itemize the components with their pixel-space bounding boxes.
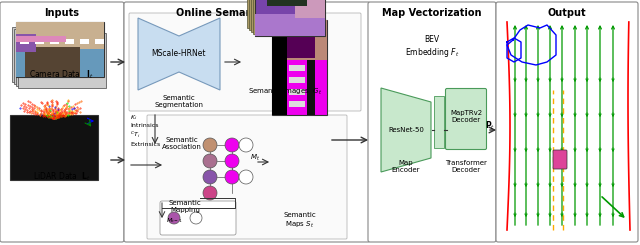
- Bar: [25, 47, 80, 77]
- Bar: [80, 39, 89, 44]
- FancyBboxPatch shape: [129, 13, 361, 111]
- Bar: [35, 39, 44, 44]
- FancyBboxPatch shape: [16, 22, 104, 77]
- Bar: [287, 30, 315, 58]
- Bar: [307, 58, 315, 115]
- Circle shape: [225, 138, 239, 152]
- Bar: [16, 34, 36, 52]
- Text: ResNet-50: ResNet-50: [388, 127, 424, 133]
- FancyBboxPatch shape: [16, 31, 104, 86]
- Text: Camera Data   $\mathbf{I}_t$: Camera Data $\mathbf{I}_t$: [29, 69, 95, 81]
- Text: MapTRv2
Decoder: MapTRv2 Decoder: [450, 110, 482, 123]
- Circle shape: [168, 212, 180, 224]
- Circle shape: [239, 138, 253, 152]
- Bar: [10, 115, 98, 180]
- Bar: [95, 39, 104, 44]
- Text: $M_{t-1}$: $M_{t-1}$: [166, 216, 182, 225]
- FancyBboxPatch shape: [368, 2, 496, 242]
- Text: Semantic
Maps $S_t$: Semantic Maps $S_t$: [283, 212, 316, 230]
- Bar: [16, 49, 104, 77]
- Bar: [287, 20, 327, 60]
- Circle shape: [203, 186, 217, 200]
- Polygon shape: [381, 88, 431, 172]
- Bar: [267, 0, 307, 6]
- Bar: [434, 96, 444, 148]
- FancyBboxPatch shape: [496, 2, 638, 242]
- FancyBboxPatch shape: [255, 0, 325, 36]
- FancyBboxPatch shape: [160, 201, 236, 235]
- Circle shape: [239, 170, 253, 184]
- Text: Online Semantic Mapping: Online Semantic Mapping: [176, 8, 318, 18]
- Text: Map Vectorization: Map Vectorization: [382, 8, 482, 18]
- Circle shape: [190, 212, 202, 224]
- Text: Semantic
Segmentation: Semantic Segmentation: [154, 95, 204, 108]
- FancyBboxPatch shape: [553, 150, 567, 169]
- FancyBboxPatch shape: [124, 2, 370, 242]
- Text: $K_i$
Intrinsics
$^CT_i$
Extrinsics: $K_i$ Intrinsics $^CT_i$ Extrinsics: [130, 113, 160, 147]
- Bar: [295, 0, 325, 18]
- Text: Map
Encoder: Map Encoder: [392, 160, 420, 173]
- FancyBboxPatch shape: [253, 0, 323, 34]
- FancyBboxPatch shape: [12, 27, 100, 82]
- Bar: [16, 22, 104, 49]
- Text: MScale-HRNet: MScale-HRNet: [152, 49, 206, 59]
- FancyBboxPatch shape: [0, 2, 124, 242]
- Text: Semantic
Mapping: Semantic Mapping: [168, 200, 202, 213]
- Bar: [272, 20, 327, 115]
- FancyBboxPatch shape: [14, 29, 102, 84]
- Bar: [16, 36, 66, 42]
- FancyBboxPatch shape: [147, 115, 347, 239]
- Text: $M_t$: $M_t$: [250, 153, 260, 163]
- Circle shape: [203, 138, 217, 152]
- Text: Semantic
Association: Semantic Association: [162, 137, 202, 150]
- Bar: [272, 20, 287, 115]
- Circle shape: [203, 170, 217, 184]
- Bar: [289, 101, 305, 107]
- Text: Output: Output: [548, 8, 586, 18]
- Text: Transformer
Decoder: Transformer Decoder: [445, 160, 487, 173]
- Bar: [20, 39, 29, 44]
- FancyBboxPatch shape: [251, 0, 321, 32]
- FancyBboxPatch shape: [247, 0, 317, 28]
- Polygon shape: [138, 18, 220, 90]
- Circle shape: [203, 154, 217, 168]
- Text: BEV
Embedding $F_t$: BEV Embedding $F_t$: [405, 35, 459, 59]
- FancyBboxPatch shape: [445, 88, 486, 149]
- Text: LiDAR Data  $\mathbf{L}_t$: LiDAR Data $\mathbf{L}_t$: [33, 171, 91, 183]
- Text: Inputs: Inputs: [45, 8, 79, 18]
- Circle shape: [225, 170, 239, 184]
- Text: $\mathbf{P}_t$: $\mathbf{P}_t$: [485, 120, 495, 133]
- Bar: [255, 14, 325, 36]
- FancyBboxPatch shape: [249, 0, 319, 30]
- FancyBboxPatch shape: [255, 0, 325, 36]
- Text: Semantic Images  $G_t$: Semantic Images $G_t$: [248, 87, 322, 97]
- FancyBboxPatch shape: [18, 33, 106, 88]
- Bar: [289, 65, 305, 71]
- Bar: [289, 89, 305, 95]
- Bar: [50, 39, 59, 44]
- Bar: [65, 39, 74, 44]
- Circle shape: [225, 154, 239, 168]
- Bar: [289, 77, 305, 83]
